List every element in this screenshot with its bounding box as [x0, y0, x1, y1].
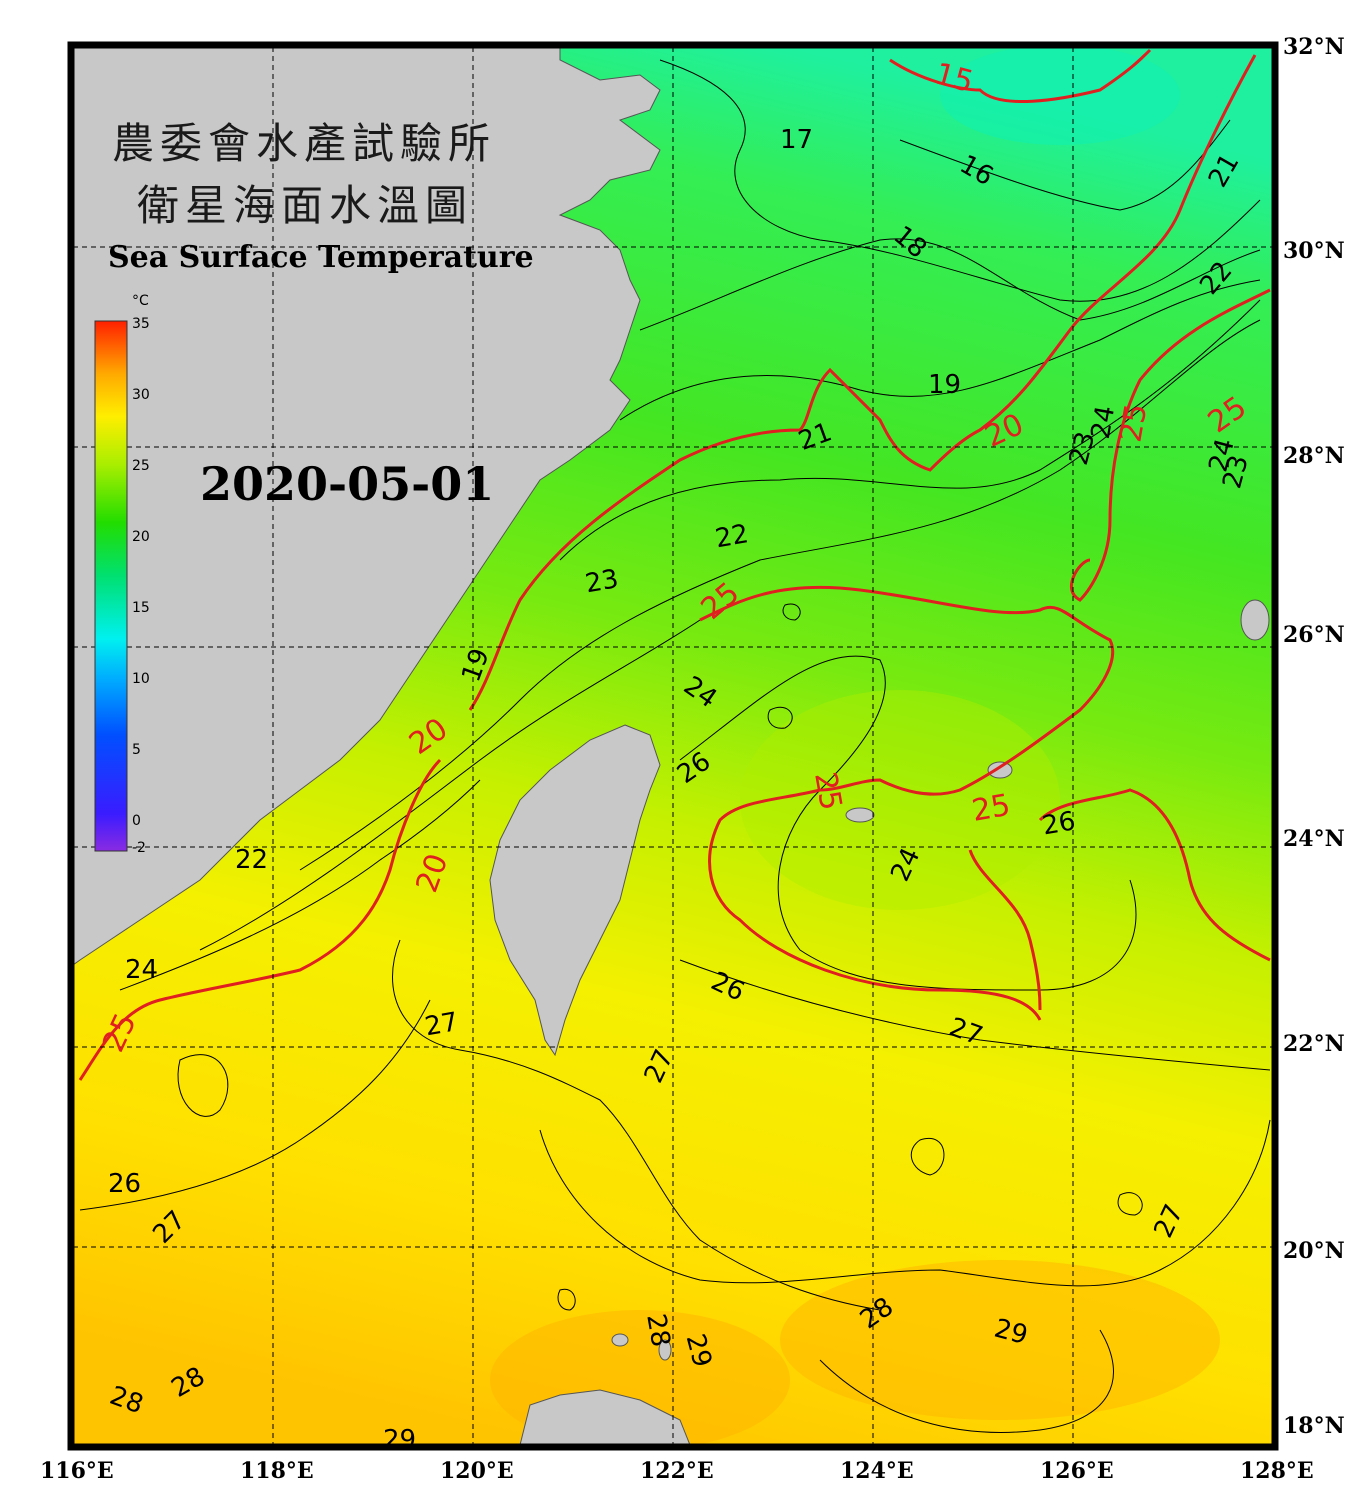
longitude-axis: 116°E 118°E 120°E 122°E 124°E 126°E 128°…	[40, 1458, 1314, 1484]
green-patch	[740, 690, 1060, 910]
graticule	[73, 47, 1273, 1445]
lon-label: 128°E	[1240, 1458, 1314, 1484]
colorbar-tick: 0	[132, 813, 141, 829]
date-label: 2020-05-01	[200, 457, 494, 511]
isotherm-label: 28	[640, 1311, 675, 1349]
land-luzon	[519, 1389, 691, 1445]
isotherm-label-major: 25	[807, 769, 848, 813]
isotherm-label: 26	[1040, 806, 1078, 841]
colorbar-tick: 10	[132, 671, 150, 687]
lat-label: 32°N	[1283, 34, 1345, 60]
title-block: 農委會水產試驗所 衛星海面水溫圖 Sea Surface Temperature	[108, 119, 534, 275]
island	[845, 807, 875, 823]
lat-label: 28°N	[1283, 443, 1345, 469]
island	[658, 1339, 672, 1361]
isotherm-label: 24	[1086, 403, 1121, 441]
colorbar-unit: °C	[132, 293, 149, 309]
isotherm-label: 19	[928, 370, 961, 400]
isotherm-label: 29	[383, 1425, 416, 1455]
lat-label: 20°N	[1283, 1238, 1345, 1264]
colorbar-tick: 35	[132, 316, 150, 332]
lat-label: 22°N	[1283, 1031, 1345, 1057]
colorbar-tick: 15	[132, 600, 150, 616]
latitude-axis: 32°N 30°N 28°N 26°N 24°N 22°N 20°N 18°N	[1283, 34, 1345, 1439]
map-frame	[67, 41, 1279, 1451]
colorbar: °C 35 30 25 20 15 10 5 0 -2	[94, 293, 150, 856]
isotherms-minor	[79, 59, 1271, 1433]
lon-label: 126°E	[1040, 1458, 1114, 1484]
lon-label: 122°E	[640, 1458, 714, 1484]
colorbar-tick: 20	[132, 529, 150, 545]
isotherm-label: 22	[713, 519, 751, 554]
island	[1240, 599, 1270, 641]
lat-label: 18°N	[1283, 1413, 1345, 1439]
colorbar-scale	[94, 320, 128, 852]
isotherm-label: 24	[125, 955, 158, 985]
lat-label: 24°N	[1283, 826, 1345, 852]
isotherm-label-major: 25	[1113, 401, 1154, 445]
isotherm-label: 23	[583, 564, 621, 599]
lon-label: 118°E	[240, 1458, 314, 1484]
lon-label: 120°E	[440, 1458, 514, 1484]
cool-patch	[940, 47, 1180, 145]
isotherm-label: 27	[423, 1007, 461, 1042]
lon-label: 116°E	[40, 1458, 114, 1484]
lat-label: 26°N	[1283, 622, 1345, 648]
title-cn-line1: 農委會水產試驗所	[112, 119, 496, 168]
lat-label: 30°N	[1283, 238, 1345, 264]
island	[611, 1333, 629, 1347]
title-en: Sea Surface Temperature	[108, 240, 534, 275]
colorbar-tick: 25	[132, 458, 150, 474]
lon-label: 124°E	[840, 1458, 914, 1484]
island	[987, 761, 1013, 779]
land-china	[73, 47, 661, 966]
isotherms-major	[78, 48, 1271, 1081]
title-cn-line2: 衛星海面水溫圖	[137, 181, 473, 230]
colorbar-tick: 30	[132, 387, 150, 403]
colorbar-tick: -2	[132, 840, 146, 856]
colorbar-tick: 5	[132, 742, 141, 758]
isotherm-label: 17	[780, 125, 813, 155]
isotherm-label-major: 25	[969, 788, 1013, 829]
warm-patch	[780, 1260, 1220, 1420]
isotherm-label: 22	[235, 845, 268, 875]
land-taiwan	[489, 724, 661, 1057]
isotherm-label: 26	[108, 1169, 141, 1199]
